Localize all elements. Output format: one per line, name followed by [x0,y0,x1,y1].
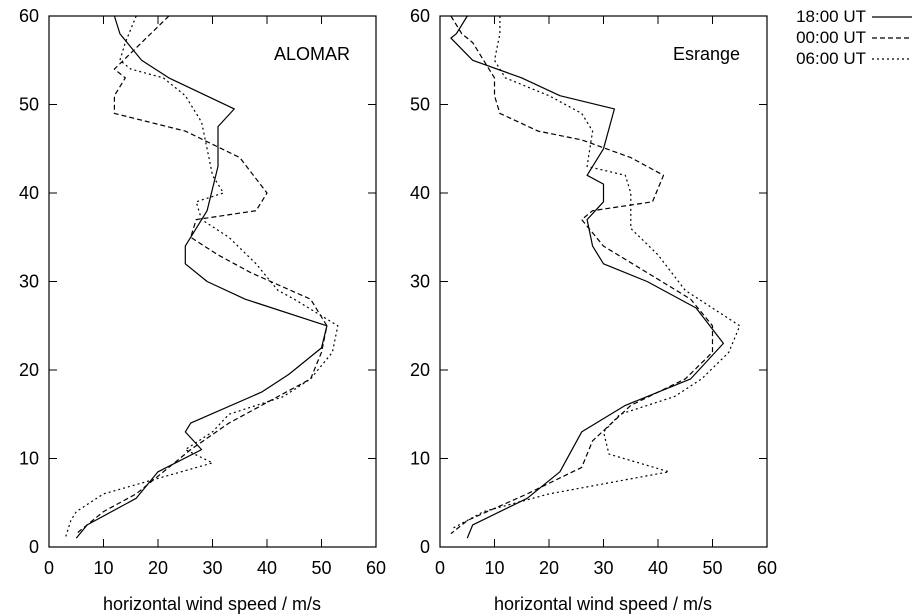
x-tick-label: 30 [202,558,222,578]
x-axis-label-alomar: horizontal wind speed / m/s [103,594,321,614]
x-axis-label-esrange: horizontal wind speed / m/s [494,594,712,614]
x-tick-label: 20 [148,558,168,578]
series-lines-alomar [64,15,339,539]
y-tick-label: 30 [19,272,39,292]
y-tick-label: 20 [19,360,39,380]
legend-entry-0600: 06:00 UT [796,49,912,68]
panel-label-esrange: Esrange [673,44,740,64]
y-tick-label: 50 [19,95,39,115]
series-line-0600 [450,16,741,530]
x-tick-label: 0 [435,558,445,578]
y-tick-label: 10 [19,449,39,469]
x-tick-label: 20 [539,558,559,578]
x-tick-label: 60 [366,558,386,578]
panel-alomar: 0 10 20 30 40 50 60 0 10 20 30 40 50 60 ALOMAR horiz… [19,6,386,614]
legend-label-1800: 18:00 UT [796,7,866,26]
plot-frame-esrange [439,15,768,548]
x-tick-label: 10 [93,558,113,578]
plot-frame-alomar [48,15,377,548]
y-tick-label: 60 [19,6,39,26]
y-tick-label: 20 [410,360,430,380]
series-line-1800 [75,15,328,539]
legend-label-0600: 06:00 UT [796,49,866,68]
series-line-1800 [450,15,725,539]
legend-label-0000: 00:00 UT [796,28,866,47]
y-tick-label: 50 [410,95,430,115]
x-tick-label: 40 [257,558,277,578]
y-tick-label: 40 [19,183,39,203]
legend-entry-1800: 18:00 UT [796,7,912,26]
x-ticks-alomar: 0 10 20 30 40 50 60 [44,16,386,578]
x-tick-label: 10 [484,558,504,578]
x-tick-label: 40 [648,558,668,578]
x-tick-label: 0 [44,558,54,578]
y-ticks-alomar: 0 10 20 30 40 50 60 [19,6,376,557]
x-tick-label: 50 [311,558,331,578]
series-lines-esrange [450,15,741,539]
y-tick-label: 0 [420,537,430,557]
panel-label-alomar: ALOMAR [274,44,350,64]
y-tick-label: 10 [410,449,430,469]
y-tick-label: 0 [29,537,39,557]
series-line-0000 [450,15,714,535]
y-tick-label: 30 [410,272,430,292]
y-tick-label: 40 [410,183,430,203]
x-tick-label: 30 [593,558,613,578]
series-line-0000 [75,15,328,535]
legend-entry-0000: 00:00 UT [796,28,912,47]
x-tick-label: 60 [757,558,777,578]
y-tick-label: 60 [410,6,430,26]
y-ticks-esrange: 0 10 20 30 40 50 60 [410,6,767,557]
legend: 18:00 UT 00:00 UT 06:00 UT [796,7,912,68]
x-tick-label: 50 [702,558,722,578]
x-ticks-esrange: 0 10 20 30 40 50 60 [435,16,777,578]
panel-esrange: 0 10 20 30 40 50 60 0 10 20 30 40 50 60 Esrange hori… [410,6,777,614]
